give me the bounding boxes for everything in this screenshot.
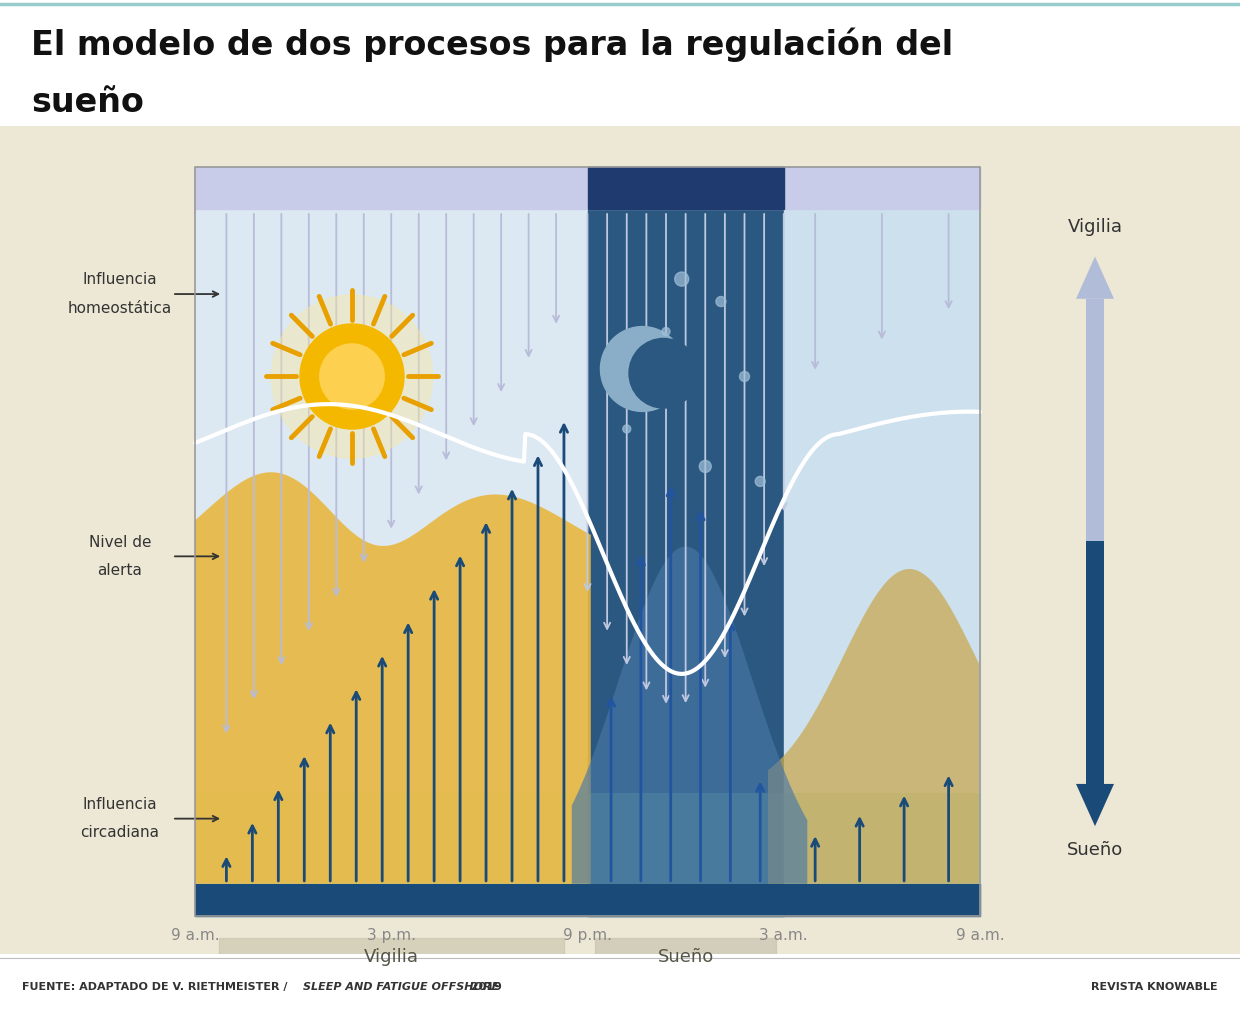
- Text: REVISTA KNOWABLE: REVISTA KNOWABLE: [1091, 982, 1218, 992]
- Text: 2019: 2019: [467, 982, 502, 992]
- Text: 9 a.m.: 9 a.m.: [956, 928, 1004, 943]
- Text: Sueño: Sueño: [1066, 841, 1123, 860]
- Circle shape: [600, 326, 684, 411]
- Bar: [595, 938, 776, 977]
- Polygon shape: [1086, 541, 1104, 784]
- Polygon shape: [1076, 784, 1114, 826]
- Circle shape: [715, 297, 725, 307]
- Polygon shape: [195, 793, 980, 884]
- Circle shape: [300, 324, 404, 429]
- Bar: [195, 167, 588, 916]
- Circle shape: [320, 344, 384, 409]
- Polygon shape: [1076, 257, 1114, 299]
- Circle shape: [755, 477, 765, 487]
- Polygon shape: [195, 473, 590, 884]
- Text: Vigilia: Vigilia: [363, 948, 419, 967]
- Text: circadiana: circadiana: [81, 825, 160, 840]
- Bar: [588, 167, 784, 209]
- Text: SLEEP AND FATIGUE OFFSHORE: SLEEP AND FATIGUE OFFSHORE: [303, 982, 498, 992]
- Text: Influencia: Influencia: [83, 273, 157, 288]
- Text: 9 p.m.: 9 p.m.: [563, 928, 613, 943]
- Bar: [784, 167, 980, 916]
- Text: FUENTE: ADAPTADO DE V. RIETHMEISTER /: FUENTE: ADAPTADO DE V. RIETHMEISTER /: [22, 982, 291, 992]
- Text: Vigilia: Vigilia: [1068, 218, 1122, 236]
- Circle shape: [272, 295, 433, 458]
- Text: 3 a.m.: 3 a.m.: [759, 928, 808, 943]
- Text: Influencia: Influencia: [83, 797, 157, 812]
- Circle shape: [699, 461, 712, 473]
- Circle shape: [675, 272, 688, 286]
- Circle shape: [739, 372, 749, 382]
- Bar: [195, 167, 980, 209]
- Text: Nivel de: Nivel de: [89, 534, 151, 549]
- Bar: [195, 167, 980, 916]
- Text: 9 a.m.: 9 a.m.: [171, 928, 219, 943]
- Bar: [195, 884, 980, 916]
- Text: 3 p.m.: 3 p.m.: [367, 928, 415, 943]
- Circle shape: [662, 327, 670, 335]
- Polygon shape: [572, 546, 807, 884]
- Polygon shape: [1086, 299, 1104, 541]
- Text: sueño: sueño: [31, 86, 144, 119]
- Bar: [218, 938, 564, 977]
- Text: Sueño: Sueño: [657, 948, 714, 967]
- Text: homeostática: homeostática: [68, 301, 172, 316]
- Circle shape: [629, 338, 698, 408]
- Text: alerta: alerta: [98, 563, 143, 578]
- Polygon shape: [768, 569, 980, 884]
- Text: El modelo de dos procesos para la regulación del: El modelo de dos procesos para la regula…: [31, 27, 954, 63]
- Circle shape: [622, 425, 631, 433]
- Bar: [588, 167, 784, 916]
